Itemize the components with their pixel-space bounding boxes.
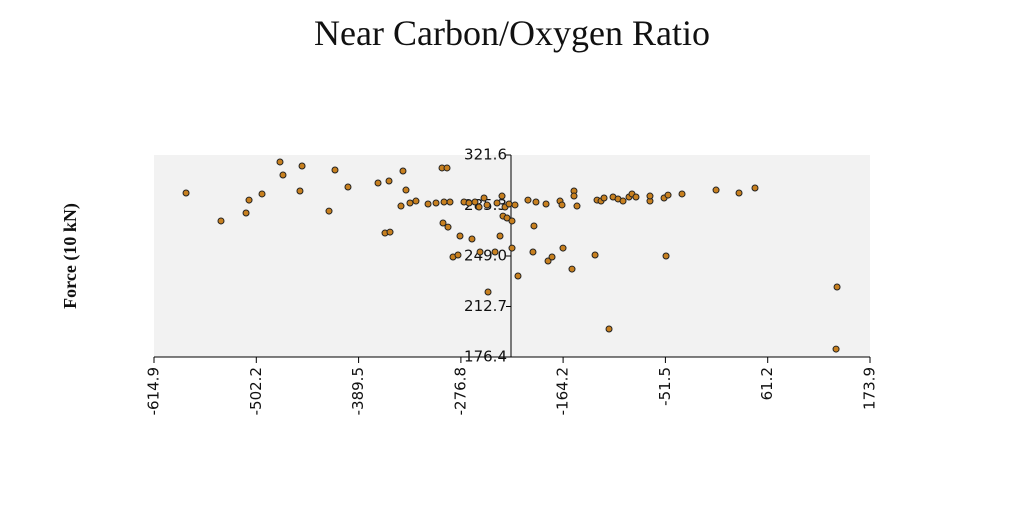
point [344, 183, 352, 191]
point [573, 202, 581, 210]
point [258, 190, 266, 198]
point [483, 201, 491, 209]
point [471, 198, 479, 206]
y-tick-label: 212.7 [464, 297, 507, 315]
point [397, 202, 405, 210]
point [424, 200, 432, 208]
point [465, 199, 473, 207]
point [542, 200, 550, 208]
point [619, 197, 627, 205]
x-tick-label: -164.2 [554, 367, 572, 415]
point [712, 186, 720, 194]
point [182, 189, 190, 197]
point [544, 257, 552, 265]
point [279, 171, 287, 179]
point [374, 179, 382, 187]
point [242, 209, 250, 217]
point [440, 198, 448, 206]
point [570, 192, 578, 200]
point [439, 219, 447, 227]
point [444, 223, 452, 231]
point [503, 214, 511, 222]
point [298, 162, 306, 170]
point [476, 248, 484, 256]
point [678, 190, 686, 198]
point [508, 244, 516, 252]
point [493, 199, 501, 207]
point [443, 164, 451, 172]
point [331, 166, 339, 174]
point [514, 272, 522, 280]
point [548, 253, 556, 261]
point [751, 184, 759, 192]
point [832, 345, 840, 353]
point [432, 199, 440, 207]
point [833, 283, 841, 291]
point [591, 251, 599, 259]
point [559, 244, 567, 252]
point [505, 200, 513, 208]
point [735, 189, 743, 197]
point [217, 217, 225, 225]
x-tick-label: 61.2 [758, 367, 776, 400]
chart-title: Near Carbon/Oxygen Ratio [314, 13, 710, 53]
point [412, 197, 420, 205]
point [529, 248, 537, 256]
point [402, 186, 410, 194]
point [496, 232, 504, 240]
point [468, 235, 476, 243]
point [446, 198, 454, 206]
x-tick-label: -502.2 [247, 367, 265, 415]
plot-area [154, 155, 870, 357]
point [475, 203, 483, 211]
point [568, 265, 576, 273]
point [600, 194, 608, 202]
point [646, 192, 654, 200]
point [632, 193, 640, 201]
point [276, 158, 284, 166]
x-tick-label: -614.9 [145, 367, 163, 415]
point [511, 201, 519, 209]
y-axis-label: Force (10 kN) [60, 203, 81, 309]
point [454, 251, 462, 259]
point [508, 217, 516, 225]
point [524, 196, 532, 204]
point [296, 187, 304, 195]
x-tick-label: -389.5 [349, 367, 367, 415]
point [385, 177, 393, 185]
point [245, 196, 253, 204]
point [325, 207, 333, 215]
point [662, 252, 670, 260]
point [605, 325, 613, 333]
point [406, 199, 414, 207]
point [530, 222, 538, 230]
point [532, 198, 540, 206]
y-tick-label: 321.6 [464, 146, 507, 164]
point [498, 192, 506, 200]
point [484, 288, 492, 296]
x-tick-label: 173.9 [861, 367, 879, 410]
point [456, 232, 464, 240]
point [664, 191, 672, 199]
y-tick-label: 249.0 [464, 247, 507, 265]
point [491, 248, 499, 256]
point [386, 228, 394, 236]
point [558, 201, 566, 209]
point [399, 167, 407, 175]
point [480, 194, 488, 202]
x-tick-label: -276.8 [451, 367, 469, 415]
y-tick-label: 176.4 [464, 348, 507, 366]
x-tick-label: -51.5 [656, 367, 674, 406]
